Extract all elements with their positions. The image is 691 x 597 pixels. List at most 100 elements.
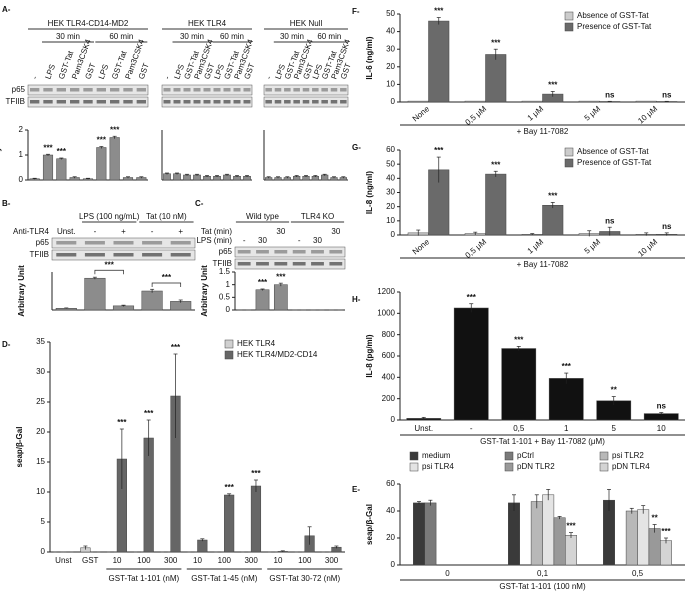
blot-band [203,88,211,92]
legend-label: HEK TLR4/MD2-CD14 [237,350,318,359]
bar [197,539,208,553]
bar [173,173,181,181]
blot-group-label: 60 min [109,32,133,41]
blot-band [312,88,319,92]
blot-band [170,241,191,245]
y-tick-label: 400 [382,372,396,381]
bar [464,100,486,103]
blot-group-label: 30 min [56,32,80,41]
y-tick-label: 30 [386,188,395,197]
legend-swatch [599,451,609,461]
y-axis-label: seap/β-Gal [15,427,24,468]
panel-label: H- [352,295,361,304]
y-tick-label: 50 [386,159,395,168]
y-tick-label: 15 [36,457,45,466]
y-tick-label: 1200 [377,287,395,296]
legend-swatch [564,11,574,21]
bar [548,378,584,421]
blot-title: HEK TLR4-CD14-MD2 [48,19,129,28]
y-tick-label: 5 [41,517,46,526]
significance-label: *** [144,409,154,418]
bar [625,510,638,566]
legend-label: Presence of GST-Tat [577,158,652,167]
blot-lane-label: - [30,75,39,81]
blot-band [321,100,328,104]
blot-lane-row-name: Anti-TLR4 [13,227,50,236]
blot-group-label: 60 min [317,32,341,41]
y-tick-label: 30 [386,44,395,53]
significance-label: *** [491,38,501,47]
blot-band [237,250,251,254]
bar [224,494,235,553]
y-tick-label: 40 [386,27,395,36]
significance-label: *** [514,336,524,345]
blot-lane-label: GST [137,62,151,81]
blot-strip [234,258,346,270]
y-tick-label: 0 [391,560,396,569]
bar [635,100,657,103]
significance-label: ns [657,402,667,411]
blot-lane-label: Unst. [57,227,76,236]
blot-band [274,262,288,266]
blot-band [136,100,146,104]
significance-label: *** [548,81,558,90]
x-tick-label: 10 [657,424,666,433]
bar [485,173,507,236]
significance-bracket [94,269,124,275]
x-tick-label: 1 μM [526,237,546,256]
bar [163,173,171,181]
blot-lane-label: - [298,236,301,245]
bar [521,100,543,103]
bar [542,494,555,566]
bar [255,289,270,311]
blot-band [256,250,269,254]
blot-lane-label: 30 [313,236,322,245]
x-tick-label: 0,5 [513,424,525,433]
y-tick-label: 50 [386,9,395,18]
blot-band [173,88,181,92]
blot-band [96,100,106,104]
blot-title: HEK Null [290,19,323,28]
blot-band [43,88,53,92]
bar [413,502,425,566]
blot-band [233,88,241,92]
blot-row-label: p65 [12,85,26,94]
legend-label: pDN TLR2 [517,462,555,471]
significance-label: *** [171,343,181,352]
significance-label: ** [611,386,618,395]
blot-band [330,100,338,104]
x-tick-label: 1 μM [526,104,546,123]
x-tick-label: Unst. [414,424,433,433]
blot-row-label: TFIIB [212,259,232,268]
blot-lane-row-name: Tat (min) [201,227,232,236]
y-tick-label: 10 [386,216,395,225]
blot-band [213,100,221,104]
legend-label: medium [422,451,451,460]
blot-band [243,100,251,104]
blot-band [170,253,191,257]
blot-band [274,100,282,104]
y-axis-label: Arbitrary Unit [17,265,26,317]
x-tick-label: GST [82,556,99,565]
legend-swatch [409,451,419,461]
group-label: GST-Tat 1-45 (nM) [191,574,258,583]
blot-band [183,88,191,92]
bar [407,100,429,103]
legend-label: Absence of GST-Tat [577,147,649,156]
y-tick-label: 60 [386,479,395,488]
y-tick-label: 0.5 [219,292,231,301]
blot-band [329,250,343,254]
blot-band [312,100,319,104]
blot-band [136,88,146,92]
blot-band [223,88,231,92]
y-tick-label: 2 [19,125,24,134]
blot-lane-label: 30 [258,236,267,245]
x-tick-label: 10 [274,556,283,565]
blot-band [256,262,269,266]
panel-label: D- [2,340,11,349]
blot-group-label: 30 min [280,32,304,41]
x-tick-label: 100 [137,556,151,565]
x-axis-label: GST-Tat 1-101 (100 nM) [499,582,586,591]
x-tick-label: 100 [218,556,232,565]
blot-band [163,88,171,92]
